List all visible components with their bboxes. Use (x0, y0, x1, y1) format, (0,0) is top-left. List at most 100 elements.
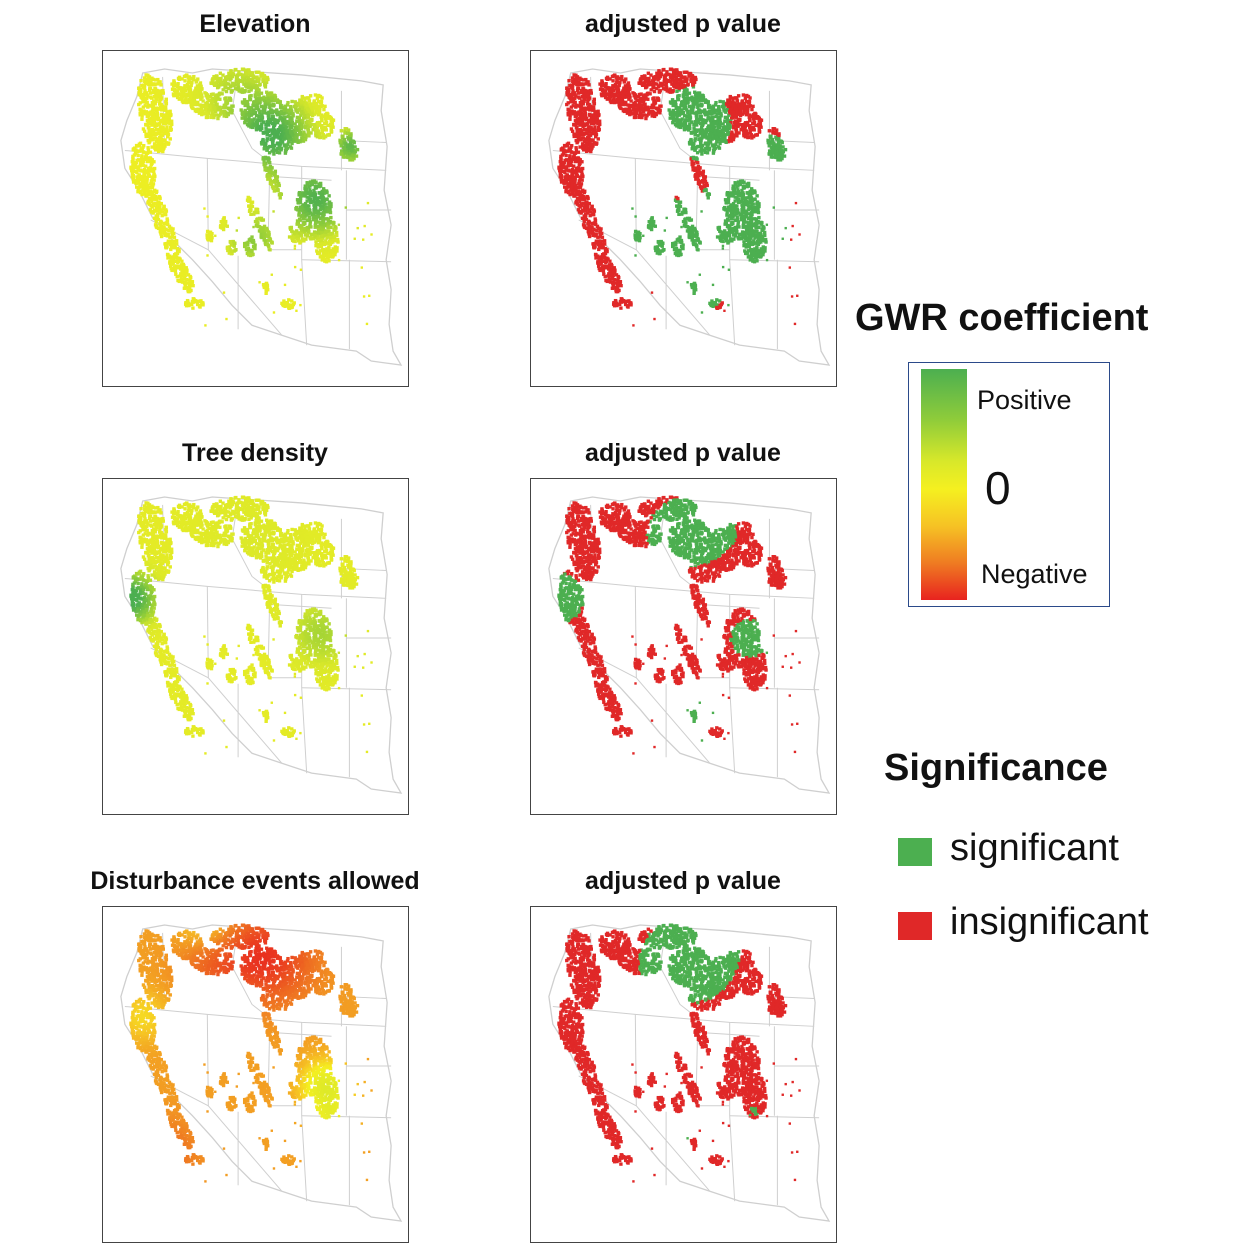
forest-cell (692, 77, 697, 82)
forest-cell (223, 82, 228, 87)
forest-cell (168, 137, 172, 141)
forest-cell (160, 213, 164, 218)
forest-cell (325, 255, 330, 260)
forest-cell (676, 94, 680, 98)
forest-cell (168, 125, 173, 129)
forest-cell (153, 124, 157, 128)
forest-cell (232, 83, 236, 88)
forest-cell (348, 157, 353, 161)
forest-cell (633, 95, 637, 99)
forest-cell (312, 215, 317, 219)
forest-cell (309, 106, 313, 110)
forest-cell (584, 149, 589, 154)
forest-cell (658, 74, 663, 79)
forest-cell (276, 187, 280, 192)
forest-cell (272, 180, 276, 184)
forest-cell (260, 218, 264, 222)
forest-cell (209, 235, 214, 240)
forest-cell (694, 145, 698, 150)
forest-cell (285, 146, 290, 150)
forest-cell (615, 97, 620, 102)
forest-cell (559, 157, 563, 161)
forest-cell (205, 100, 209, 104)
forest-cell (578, 145, 582, 149)
forest-cell (221, 220, 225, 225)
forest-cell (603, 274, 607, 279)
forest-cell (582, 225, 587, 229)
forest-cell (315, 109, 319, 113)
forest-cell (352, 149, 357, 154)
forest-cell (184, 95, 188, 100)
forest-cell (142, 182, 146, 187)
forest-cell (150, 83, 154, 87)
forest-cell (312, 188, 316, 193)
forest-cell (212, 115, 216, 120)
forest-cell (694, 93, 699, 97)
forest-cell (132, 160, 136, 165)
forest-cell (661, 87, 666, 91)
forest-cell (228, 240, 233, 244)
forest-cell (675, 121, 679, 125)
forest-cell (298, 125, 303, 129)
forest-cell (319, 99, 323, 104)
forest-cell (563, 170, 567, 174)
forest-cell (288, 123, 292, 128)
forest-dot (344, 206, 347, 209)
forest-cell (154, 132, 158, 137)
forest-cell (346, 143, 351, 147)
state-border (659, 70, 699, 163)
forest-cell (303, 97, 307, 101)
forest-cell (139, 95, 143, 99)
forest-cell (159, 83, 163, 87)
forest-cell (248, 237, 253, 241)
forest-cell (157, 194, 161, 199)
forest-cell (639, 103, 643, 108)
forest-cell (558, 159, 562, 164)
forest-cell (151, 138, 155, 142)
forest-cell (138, 90, 143, 94)
forest-cell (219, 110, 224, 114)
forest-cell (219, 224, 223, 228)
forest-cell (567, 108, 571, 113)
forest-cell (131, 169, 135, 173)
forest-cell (304, 110, 309, 114)
forest-cell (152, 178, 156, 182)
forest-cell (266, 93, 271, 97)
forest-cell (164, 209, 169, 213)
forest-cell (131, 154, 135, 159)
forest-cell (250, 71, 255, 76)
forest-cell (209, 92, 214, 97)
forest-cell (586, 230, 591, 234)
forest-cell (265, 148, 269, 152)
forest-cell (611, 281, 615, 286)
forest-cell (256, 98, 261, 103)
forest-cell (225, 75, 229, 79)
forest-cell (205, 233, 209, 237)
forest-cell (239, 108, 243, 112)
forest-cell (154, 219, 158, 224)
forest-cell (312, 106, 316, 110)
forest-cell (273, 175, 278, 179)
forest-cell (247, 106, 251, 111)
panel-title-elevation-pvalue: adjusted p value (585, 10, 781, 38)
forest-cell (611, 302, 616, 306)
forest-cell (287, 128, 291, 133)
forest-cell (140, 183, 144, 187)
forest-cell (280, 132, 284, 137)
forest-cell (322, 107, 326, 112)
forest-cell (152, 99, 156, 103)
state-border (729, 259, 820, 263)
forest-cell (646, 97, 650, 101)
forest-cell (168, 109, 172, 113)
forest-cell (579, 202, 583, 206)
forest-cell (195, 302, 200, 307)
forest-cell (286, 108, 290, 112)
forest-cell (133, 163, 137, 167)
forest-cell (228, 109, 232, 114)
forest-cell (683, 92, 688, 96)
forest-cell (255, 119, 260, 124)
forest-cell (587, 105, 592, 109)
forest-cell (669, 101, 673, 105)
forest-cell (321, 196, 326, 200)
forest-cell (213, 109, 218, 114)
